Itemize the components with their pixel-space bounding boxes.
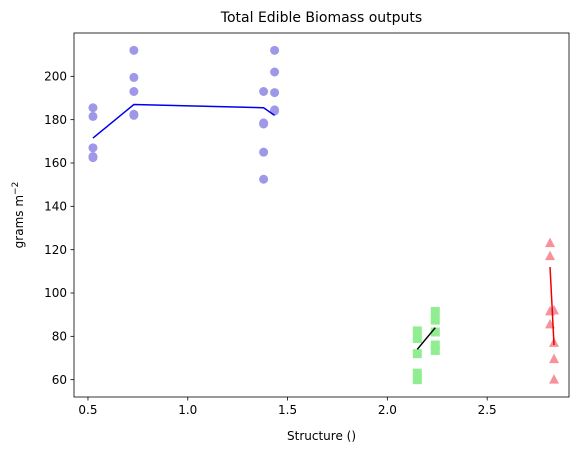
series-2-point-5 — [413, 375, 422, 384]
x-axis-ticks: 0.5 1.0 1.5 2.0 2.5 — [78, 397, 496, 417]
series-2-point-7 — [431, 316, 440, 325]
series-1-point-5 — [88, 153, 97, 162]
series-1-point-13 — [259, 120, 268, 129]
x-tick-label: 2.5 — [478, 403, 497, 417]
x-tick-label: 1.5 — [278, 403, 297, 417]
series-1-point-20 — [270, 107, 279, 116]
chart-title: Total Edible Biomass outputs — [220, 10, 422, 26]
series-2-point-3 — [413, 349, 422, 358]
series-1-point-18 — [270, 88, 279, 97]
series-1-point-17 — [270, 68, 279, 77]
y-tick-label: 140 — [44, 200, 67, 214]
trend-lines-layer — [93, 105, 554, 350]
plot-frame — [74, 33, 569, 397]
y-axis-label-base: grams m — [12, 195, 26, 248]
x-axis-label: Structure () — [287, 429, 356, 443]
series-1-point-14 — [259, 148, 268, 157]
y-tick-label: 60 — [52, 373, 67, 387]
y-tick-label: 100 — [44, 286, 67, 300]
series-1-point-8 — [129, 87, 138, 96]
series-1-trend-line — [93, 105, 275, 139]
series-3-point-1 — [545, 238, 555, 248]
x-tick-label: 2.0 — [378, 403, 397, 417]
series-2-point-6 — [431, 307, 440, 316]
series-1-point-7 — [129, 73, 138, 82]
series-1-point-11 — [259, 87, 268, 96]
y-axis-label: grams m−2 — [11, 182, 26, 249]
y-tick-label: 200 — [44, 70, 67, 84]
series-1-point-1 — [88, 103, 97, 112]
y-axis-label-superscript: −2 — [11, 182, 21, 195]
series-2-point-2 — [413, 334, 422, 343]
series-1-point-16 — [270, 46, 279, 55]
y-axis-ticks: 60 80 100 120 140 160 180 200 — [44, 70, 74, 387]
y-tick-label: 80 — [52, 330, 67, 344]
series-1-point-6 — [129, 46, 138, 55]
series-3-point-8 — [549, 374, 559, 384]
series-3-point-2 — [545, 251, 555, 260]
series-1-point-10 — [129, 111, 138, 120]
series-1-point-2 — [88, 112, 97, 121]
series-1-point-15 — [259, 175, 268, 184]
series-3-point-7 — [549, 354, 559, 364]
series-1-point-3 — [88, 143, 97, 152]
x-tick-label: 0.5 — [78, 403, 97, 417]
y-tick-label: 180 — [44, 113, 67, 127]
y-tick-label: 120 — [44, 243, 67, 257]
x-tick-label: 1.0 — [178, 403, 197, 417]
markers-layer — [88, 46, 559, 384]
y-tick-label: 160 — [44, 156, 67, 170]
series-2-point-10 — [431, 346, 440, 355]
